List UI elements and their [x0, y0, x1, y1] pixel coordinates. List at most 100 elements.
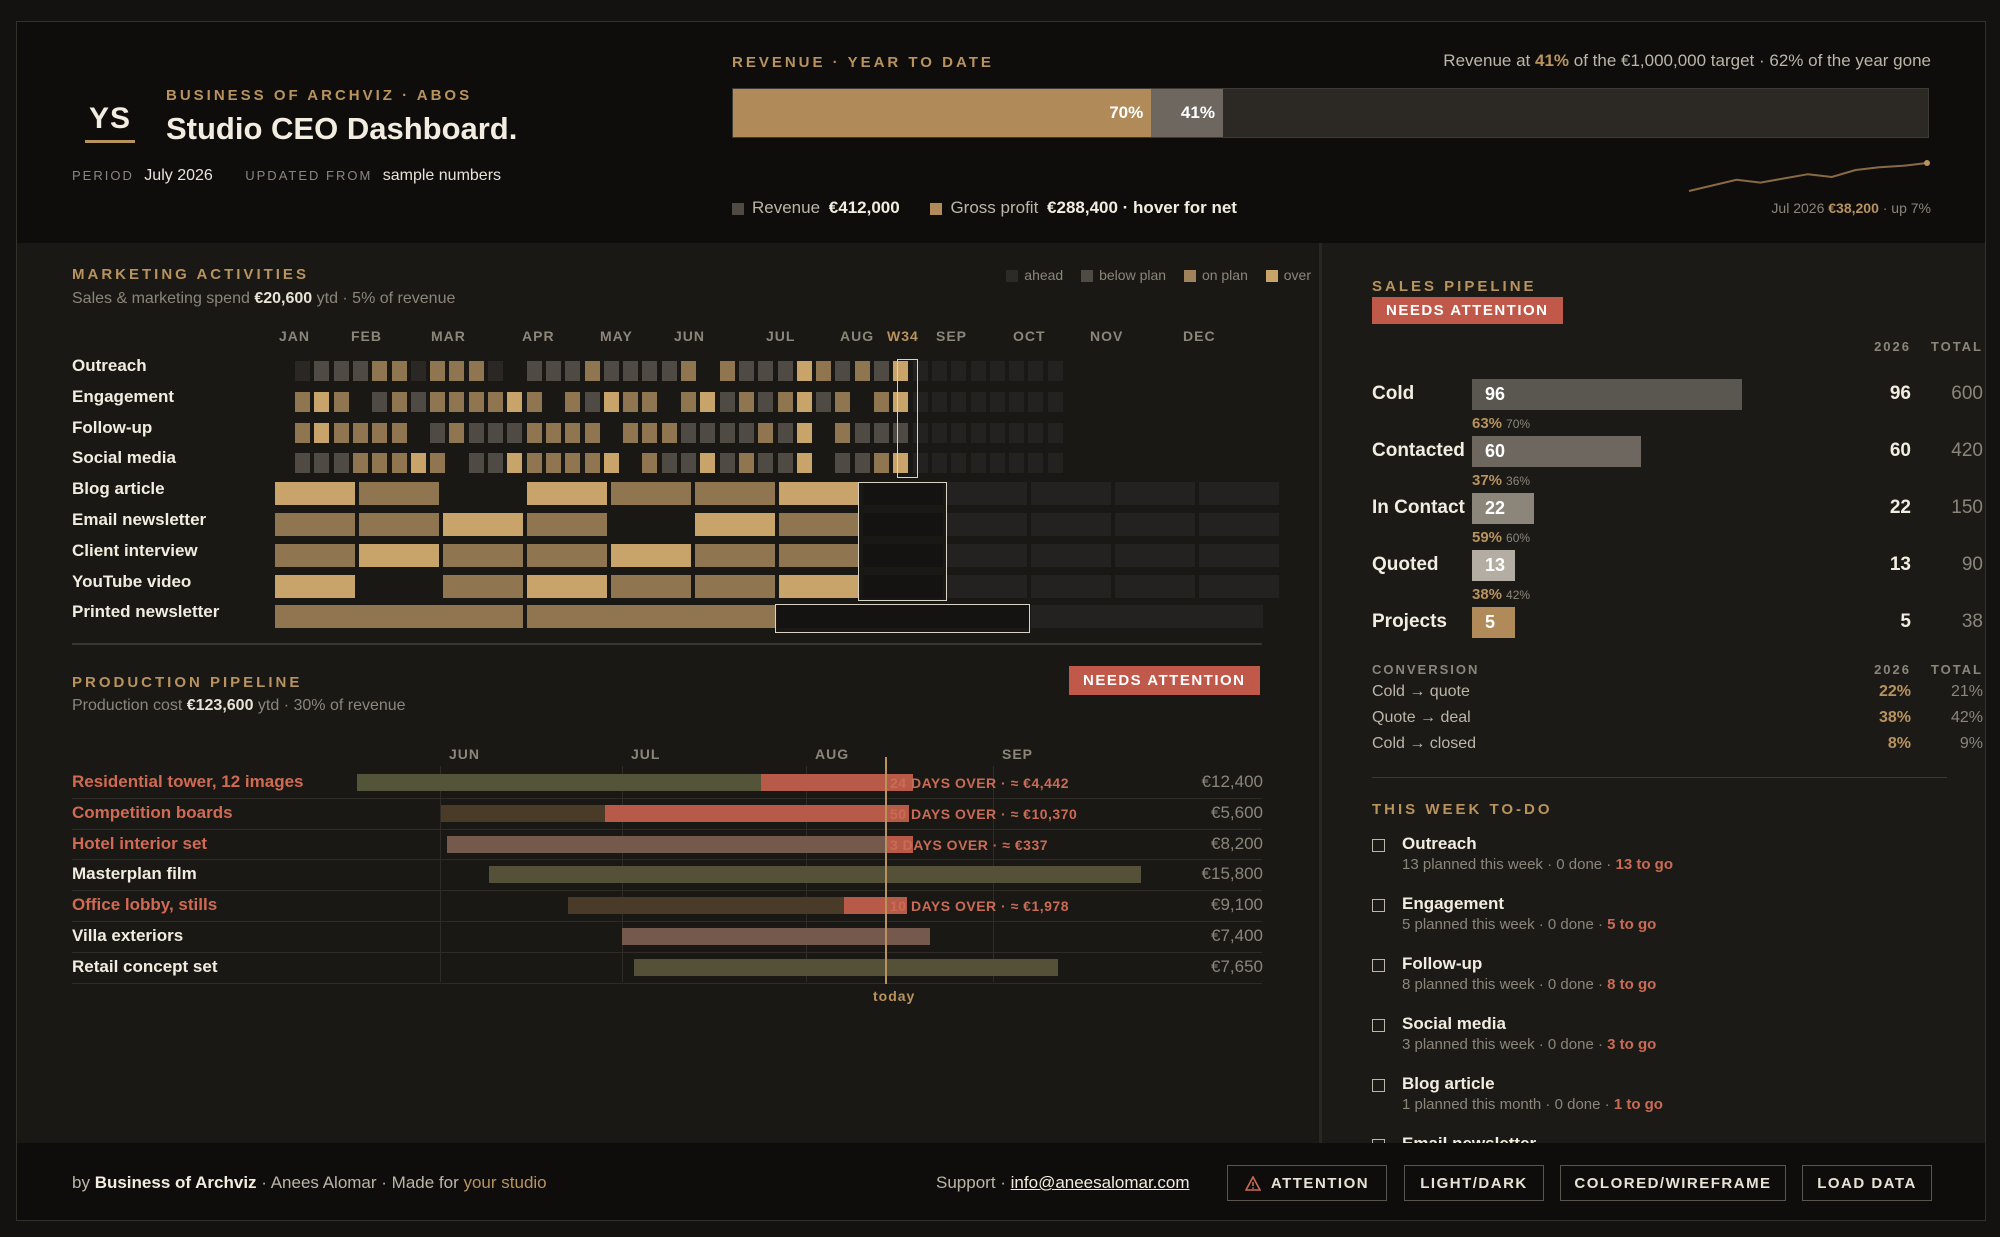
calendar-week-cell[interactable] [1009, 391, 1025, 412]
calendar-week-cell[interactable] [700, 422, 716, 443]
calendar-week-cell[interactable] [584, 422, 600, 443]
calendar-week-cell[interactable] [1028, 361, 1044, 381]
calendar-month-cell[interactable] [1031, 574, 1111, 598]
todo-item[interactable]: Blog article 1 planned this month · 0 don… [1372, 1074, 1932, 1124]
calendar-month-cell[interactable] [779, 482, 859, 506]
calendar-month-cell[interactable] [1115, 543, 1195, 567]
calendar-week-cell[interactable] [661, 453, 677, 474]
calendar-week-cell[interactable] [661, 361, 677, 381]
calendar-week-cell[interactable] [758, 391, 774, 412]
calendar-week-cell[interactable] [430, 361, 446, 381]
calendar-week-cell[interactable] [989, 422, 1005, 443]
calendar-week-cell[interactable] [430, 391, 446, 412]
todo-checkbox[interactable] [1372, 839, 1385, 852]
calendar-month-cell[interactable] [779, 574, 859, 598]
calendar-month-cell[interactable] [863, 574, 943, 598]
calendar-week-cell[interactable] [545, 422, 561, 443]
calendar-week-cell[interactable] [352, 453, 368, 474]
pipeline-stage-bar[interactable]: 60 [1472, 436, 1641, 467]
production-attention-badge[interactable]: NEEDS ATTENTION [1069, 666, 1260, 695]
calendar-week-cell[interactable] [584, 391, 600, 412]
calendar-month-cell[interactable] [1199, 574, 1279, 598]
calendar-week-cell[interactable] [372, 453, 388, 474]
project-name[interactable]: Hotel interior set [72, 833, 208, 853]
calendar-week-cell[interactable] [314, 422, 330, 443]
calendar-month-cell[interactable] [275, 574, 355, 598]
calendar-week-cell[interactable] [295, 422, 310, 443]
calendar-week-cell[interactable] [468, 422, 484, 443]
calendar-week-cell[interactable] [719, 453, 735, 474]
calendar-week-cell[interactable] [758, 361, 774, 381]
calendar-month-cell[interactable] [359, 482, 439, 506]
calendar-week-cell[interactable] [391, 361, 407, 381]
calendar-week-cell[interactable] [777, 422, 793, 443]
calendar-week-cell[interactable] [854, 422, 870, 443]
calendar-week-cell[interactable] [835, 391, 851, 412]
calendar-week-cell[interactable] [951, 361, 967, 381]
calendar-week-cell[interactable] [796, 453, 812, 474]
calendar-week-cell[interactable] [989, 361, 1005, 381]
calendar-week-cell[interactable] [565, 361, 581, 381]
todo-item[interactable]: Follow-up 8 planned this week · 0 done · … [1372, 954, 1932, 1004]
calendar-month-cell[interactable] [947, 543, 1027, 567]
calendar-month-cell[interactable] [1115, 574, 1195, 598]
calendar-month-cell[interactable] [779, 513, 859, 536]
calendar-week-cell[interactable] [333, 391, 349, 412]
calendar-week-cell[interactable] [391, 422, 407, 443]
pipeline-stage-bar[interactable]: 5 [1472, 607, 1515, 638]
revenue-progress-bar[interactable]: 41% 70% [732, 88, 1929, 138]
calendar-week-cell[interactable] [951, 391, 967, 412]
load-data-button[interactable]: LOAD DATA [1802, 1165, 1932, 1201]
calendar-week-cell[interactable] [796, 422, 812, 443]
calendar-month-cell[interactable] [1115, 482, 1195, 506]
calendar-week-cell[interactable] [642, 453, 658, 474]
calendar-week-cell[interactable] [526, 391, 542, 412]
calendar-month-cell[interactable] [947, 513, 1027, 536]
calendar-month-cell[interactable] [947, 482, 1027, 506]
project-bar[interactable] [441, 804, 605, 822]
calendar-week-cell[interactable] [874, 453, 889, 474]
calendar-month-cell[interactable] [611, 543, 691, 567]
calendar-week-cell[interactable] [410, 453, 426, 474]
project-name[interactable]: Retail concept set [72, 956, 218, 976]
project-bar[interactable] [357, 774, 761, 791]
calendar-week-cell[interactable] [719, 422, 735, 443]
calendar-week-cell[interactable] [1009, 361, 1025, 381]
calendar-week-cell[interactable] [681, 422, 696, 443]
project-bar[interactable] [622, 928, 930, 945]
calendar-month-cell[interactable] [275, 543, 355, 567]
calendar-week-cell[interactable] [430, 422, 446, 443]
pipeline-stage-bar[interactable]: 22 [1472, 493, 1534, 524]
calendar-week-cell[interactable] [314, 361, 330, 381]
calendar-week-cell[interactable] [295, 391, 310, 412]
attention-button[interactable]: ATTENTION [1227, 1165, 1387, 1201]
calendar-month-cell[interactable] [527, 513, 607, 536]
calendar-month-cell[interactable] [1031, 513, 1111, 536]
calendar-week-cell[interactable] [1047, 422, 1063, 443]
calendar-month-cell[interactable] [611, 482, 691, 506]
todo-checkbox[interactable] [1372, 899, 1385, 912]
calendar-week-cell[interactable] [295, 453, 310, 474]
calendar-week-cell[interactable] [738, 422, 754, 443]
calendar-week-cell[interactable] [931, 453, 947, 474]
calendar-week-cell[interactable] [835, 361, 851, 381]
calendar-week-cell[interactable] [951, 453, 967, 474]
calendar-month-cell[interactable] [527, 482, 607, 506]
calendar-week-cell[interactable] [777, 453, 793, 474]
calendar-week-cell[interactable] [1047, 391, 1063, 412]
calendar-week-cell[interactable] [410, 391, 426, 412]
calendar-week-cell[interactable] [488, 422, 503, 443]
calendar-week-cell[interactable] [816, 391, 832, 412]
calendar-week-cell[interactable] [623, 422, 639, 443]
support-email-link[interactable]: info@aneesalomar.com [1010, 1173, 1190, 1192]
calendar-week-cell[interactable] [314, 453, 330, 474]
calendar-week-cell[interactable] [352, 422, 368, 443]
calendar-week-cell[interactable] [642, 361, 658, 381]
pipeline-stage-bar[interactable]: 96 [1472, 379, 1742, 410]
calendar-week-cell[interactable] [1009, 422, 1025, 443]
calendar-week-cell[interactable] [912, 453, 928, 474]
calendar-month-cell[interactable] [1031, 482, 1111, 506]
calendar-week-cell[interactable] [796, 391, 812, 412]
calendar-month-cell[interactable] [359, 513, 439, 536]
calendar-week-cell[interactable] [642, 422, 658, 443]
